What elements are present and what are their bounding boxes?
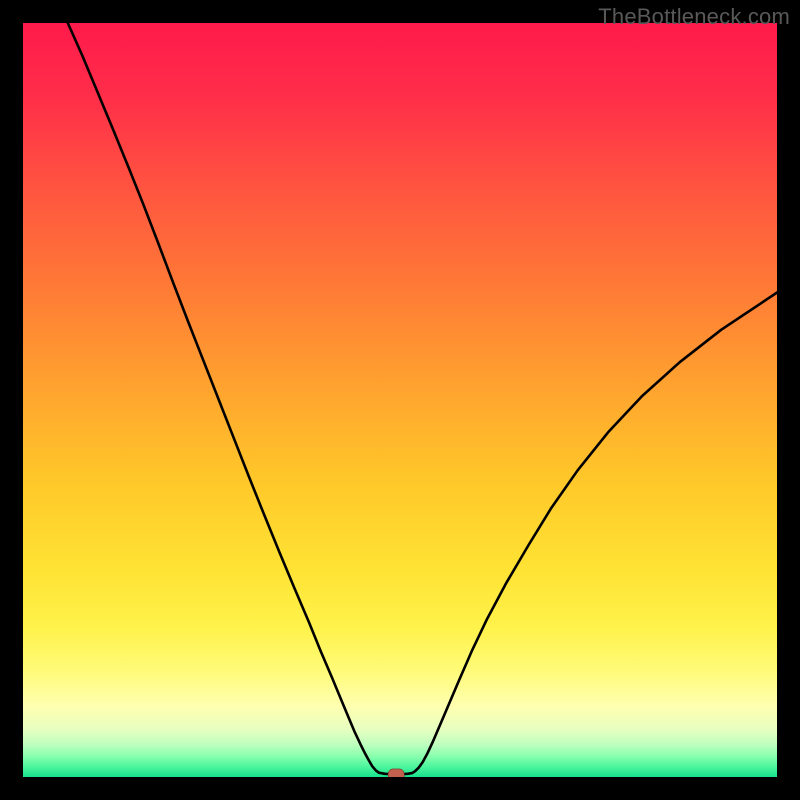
gradient-background	[22, 22, 778, 778]
chart-container: { "watermark": { "text": "TheBottleneck.…	[0, 0, 800, 800]
watermark-text: TheBottleneck.com	[598, 4, 790, 30]
bottleneck-curve-chart	[0, 0, 800, 800]
